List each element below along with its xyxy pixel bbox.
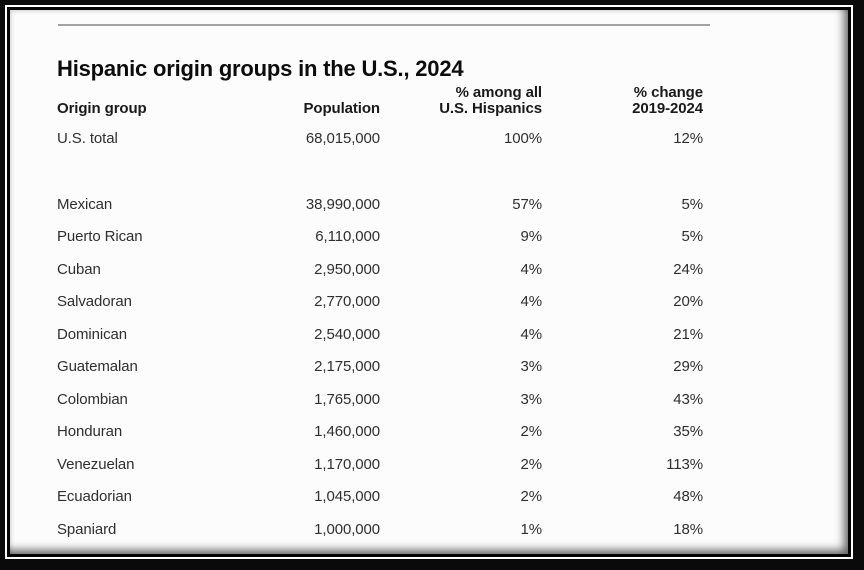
origin-cell: Ecuadorian bbox=[57, 488, 132, 506]
table-row: Venezuelan 1,170,000 2% 113% bbox=[57, 448, 703, 481]
change-cell: 18% bbox=[673, 520, 703, 538]
share-cell: 2% bbox=[520, 423, 543, 441]
table-row: Colombian 1,765,000 3% 43% bbox=[57, 383, 703, 416]
header-share-line2: U.S. Hispanics bbox=[439, 100, 542, 117]
share-cell: 4% bbox=[520, 325, 543, 343]
change-cell: 43% bbox=[673, 390, 703, 408]
origin-cell: Puerto Rican bbox=[57, 228, 143, 246]
header-change-line1: % change bbox=[633, 84, 703, 101]
change-cell: 20% bbox=[673, 293, 703, 311]
change-cell: 24% bbox=[673, 260, 703, 278]
origin-cell: Colombian bbox=[57, 390, 128, 408]
change-cell: 21% bbox=[673, 325, 703, 343]
change-cell: 29% bbox=[673, 358, 703, 376]
population-cell: 68,015,000 bbox=[305, 130, 380, 147]
share-cell: 4% bbox=[520, 293, 543, 311]
header-change-line2: 2019-2024 bbox=[632, 100, 703, 117]
share-cell: 3% bbox=[520, 358, 543, 376]
population-cell: 6,110,000 bbox=[315, 228, 380, 246]
page-title: Hispanic origin groups in the U.S., 2024 bbox=[57, 55, 464, 81]
change-cell: 5% bbox=[681, 195, 704, 213]
header-share-line1: % among all bbox=[455, 84, 543, 101]
header-change: % change 2019-2024 bbox=[542, 85, 703, 117]
origin-cell: Spaniard bbox=[57, 520, 117, 538]
origin-groups-table: Origin group Population % among all U.S.… bbox=[57, 74, 703, 546]
origin-cell: Venezuelan bbox=[57, 455, 135, 473]
change-cell: 113% bbox=[666, 455, 703, 473]
table-row: Salvadoran 2,770,000 4% 20% bbox=[57, 286, 703, 319]
share-cell: 100% bbox=[504, 130, 542, 147]
share-cell: 3% bbox=[520, 390, 543, 408]
origin-cell: U.S. total bbox=[57, 130, 118, 147]
origin-cell: Mexican bbox=[57, 195, 113, 213]
inner-frame: Hispanic origin groups in the U.S., 2024… bbox=[5, 5, 853, 559]
population-cell: 38,990,000 bbox=[305, 195, 380, 213]
origin-cell: Guatemalan bbox=[57, 358, 138, 376]
table-card: Hispanic origin groups in the U.S., 2024… bbox=[10, 10, 848, 554]
change-cell: 5% bbox=[681, 228, 704, 246]
top-divider-rule bbox=[58, 24, 710, 26]
population-cell: 1,000,000 bbox=[314, 520, 380, 538]
table-header-row: Origin group Population % among all U.S.… bbox=[57, 74, 703, 122]
population-cell: 2,770,000 bbox=[314, 293, 380, 311]
table-row: Guatemalan 2,175,000 3% 29% bbox=[57, 351, 703, 384]
population-cell: 1,170,000 bbox=[314, 455, 380, 473]
share-cell: 1% bbox=[520, 520, 543, 538]
header-origin-group: Origin group bbox=[57, 100, 147, 117]
share-cell: 57% bbox=[512, 195, 542, 213]
table-row: Spaniard 1,000,000 1% 18% bbox=[57, 513, 703, 546]
origin-cell: Honduran bbox=[57, 423, 123, 441]
change-cell: 48% bbox=[673, 488, 703, 506]
origin-cell: Cuban bbox=[57, 260, 101, 278]
population-cell: 2,950,000 bbox=[314, 260, 380, 278]
table-row: Mexican 38,990,000 57% 5% bbox=[57, 188, 703, 221]
share-cell: 9% bbox=[520, 228, 543, 246]
table-row: Cuban 2,950,000 4% 24% bbox=[57, 253, 703, 286]
population-cell: 2,175,000 bbox=[314, 358, 380, 376]
share-cell: 2% bbox=[520, 488, 543, 506]
table-row-total: U.S. total 68,015,000 100% 12% bbox=[57, 122, 703, 155]
population-cell: 1,460,000 bbox=[314, 423, 380, 441]
header-population: Population bbox=[303, 100, 381, 117]
table-row: Ecuadorian 1,045,000 2% 48% bbox=[57, 481, 703, 514]
table-row: Dominican 2,540,000 4% 21% bbox=[57, 318, 703, 351]
share-cell: 4% bbox=[520, 260, 543, 278]
spacer-row bbox=[57, 155, 703, 188]
table-row: Puerto Rican 6,110,000 9% 5% bbox=[57, 221, 703, 254]
origin-cell: Salvadoran bbox=[57, 293, 132, 311]
change-cell: 35% bbox=[673, 423, 703, 441]
share-cell: 2% bbox=[520, 455, 543, 473]
population-cell: 2,540,000 bbox=[314, 325, 380, 343]
table-row: Honduran 1,460,000 2% 35% bbox=[57, 416, 703, 449]
population-cell: 1,765,000 bbox=[314, 390, 380, 408]
population-cell: 1,045,000 bbox=[314, 488, 380, 506]
change-cell: 12% bbox=[673, 130, 703, 147]
origin-cell: Dominican bbox=[57, 325, 127, 343]
header-share: % among all U.S. Hispanics bbox=[380, 85, 542, 117]
